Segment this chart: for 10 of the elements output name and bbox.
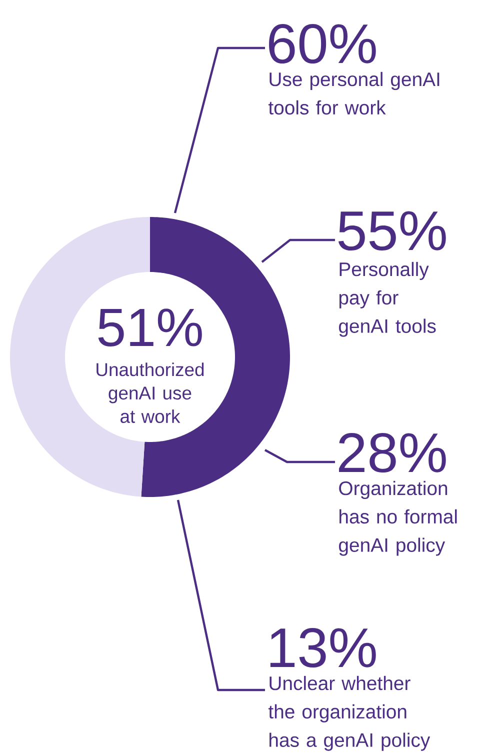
- text: Unclear whether the organization has a genAI policy: [268, 676, 430, 751]
- text: Organization has no formal genAI policy: [339, 480, 457, 556]
- text: 60%: [269, 24, 376, 64]
- slice-label: Unauthorized genAI use at work: [96, 362, 204, 424]
- data-label: 51%: [98, 308, 202, 347]
- text: Personally pay for genAI tools: [339, 262, 436, 337]
- text: 28%: [339, 433, 446, 473]
- text: 13%: [270, 628, 376, 668]
- text: Use personal genAI tools for work: [268, 72, 440, 115]
- text: 55%: [338, 211, 446, 251]
